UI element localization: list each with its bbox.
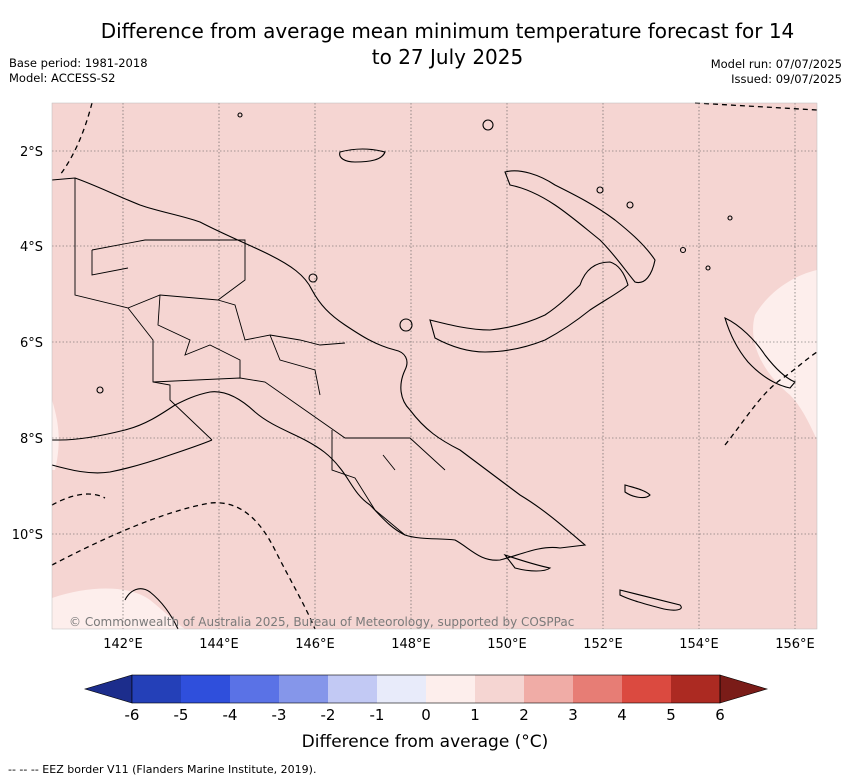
colorbar [83, 674, 769, 704]
colorbar-label: -2 [321, 706, 336, 724]
meta-right: Model run: 07/07/2025 Issued: 09/07/2025 [711, 57, 842, 87]
lon-label: 148°E [391, 637, 431, 652]
colorbar-segment [377, 675, 426, 703]
colorbar-label: -4 [223, 706, 238, 724]
lat-label: 8°S [20, 432, 43, 447]
colorbar-label: 1 [470, 706, 480, 724]
lon-label: 142°E [103, 637, 143, 652]
colorbar-label: -5 [174, 706, 189, 724]
graticule [52, 103, 817, 629]
colorbar-frame [131, 674, 721, 704]
lon-label: 156°E [775, 637, 815, 652]
lat-label: 10°S [12, 528, 43, 543]
map-background [52, 103, 817, 629]
colorbar-label: 5 [666, 706, 676, 724]
lon-label: 152°E [583, 637, 623, 652]
colorbar-segment [622, 675, 671, 703]
lon-label: 150°E [487, 637, 527, 652]
chart-title: Difference from average mean minimum tem… [100, 19, 795, 69]
colorbar-label: 0 [421, 706, 431, 724]
lon-label: 144°E [199, 637, 239, 652]
light-region-east [753, 270, 817, 440]
colorbar-segment [524, 675, 573, 703]
colorbar-segment [426, 675, 475, 703]
colorbar-title: Difference from average (°C) [301, 732, 549, 752]
eez-footnote: -- -- -- EEZ border V11 (Flanders Marine… [8, 763, 317, 776]
model-name: Model: ACCESS-S2 [9, 71, 116, 85]
eez-border [51, 102, 818, 630]
colorbar-segment [279, 675, 328, 703]
lat-label: 6°S [20, 336, 43, 351]
colorbar-label: 6 [715, 706, 725, 724]
colorbar-label: -3 [272, 706, 287, 724]
colorbar-segment [181, 675, 230, 703]
province-borders [74, 178, 446, 536]
issued-date: Issued: 09/07/2025 [731, 72, 842, 86]
map-panel: © Commonwealth of Australia 2025, Bureau… [51, 102, 818, 630]
base-period: Base period: 1981-2018 [9, 56, 148, 70]
colorbar-segment [132, 675, 181, 703]
meta-left: Base period: 1981-2018 Model: ACCESS-S2 [9, 56, 148, 86]
colorbar-segment [671, 675, 720, 703]
colorbar-segment [573, 675, 622, 703]
colorbar-label: 2 [519, 706, 529, 724]
colorbar-labels: -6 -5 -4 -3 -2 -1 0 1 2 3 4 5 6 [125, 706, 725, 724]
coastlines [51, 112, 796, 630]
copyright-text: © Commonwealth of Australia 2025, Bureau… [69, 615, 574, 629]
lat-label: 2°S [20, 145, 43, 160]
colorbar-arrow-low [83, 674, 133, 704]
light-region-west [52, 400, 59, 470]
light-region-southwest [52, 588, 185, 629]
longitude-labels: 142°E 144°E 146°E 148°E 150°E 152°E 154°… [103, 637, 815, 652]
lat-label: 4°S [20, 240, 43, 255]
model-run: Model run: 07/07/2025 [710, 57, 842, 71]
colorbar-label: 3 [568, 706, 578, 724]
colorbar-segment [475, 675, 524, 703]
lon-label: 154°E [679, 637, 719, 652]
colorbar-label: 4 [617, 706, 627, 724]
map-frame [51, 102, 818, 630]
latitude-labels: 2°S 4°S 6°S 8°S 10°S [12, 145, 43, 543]
colorbar-segment [230, 675, 279, 703]
colorbar-segment [328, 675, 377, 703]
colorbar-arrow-high [719, 674, 769, 704]
lon-label: 146°E [295, 637, 335, 652]
colorbar-label: -1 [370, 706, 385, 724]
colorbar-label: -6 [125, 706, 140, 724]
